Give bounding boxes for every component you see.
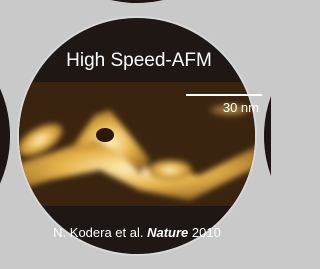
neighbor-badge <box>264 18 271 254</box>
citation-authors: N. Kodera et al. <box>53 225 143 240</box>
title: High Speed-AFM <box>66 50 212 71</box>
page: {"badge": {"title": "High Speed-AFM", "s… <box>0 0 271 269</box>
badge-view: High Speed-AFM 30 nm N. Kodera et al. Na… <box>0 0 271 269</box>
neighbor-badge <box>22 0 252 3</box>
citation: N. Kodera et al. Nature 2010 <box>53 225 221 240</box>
citation-year: 2010 <box>192 225 221 240</box>
neighbor-badge <box>0 18 10 254</box>
citation-journal: Nature <box>147 225 188 240</box>
scale-label: 30 nm <box>223 100 259 115</box>
